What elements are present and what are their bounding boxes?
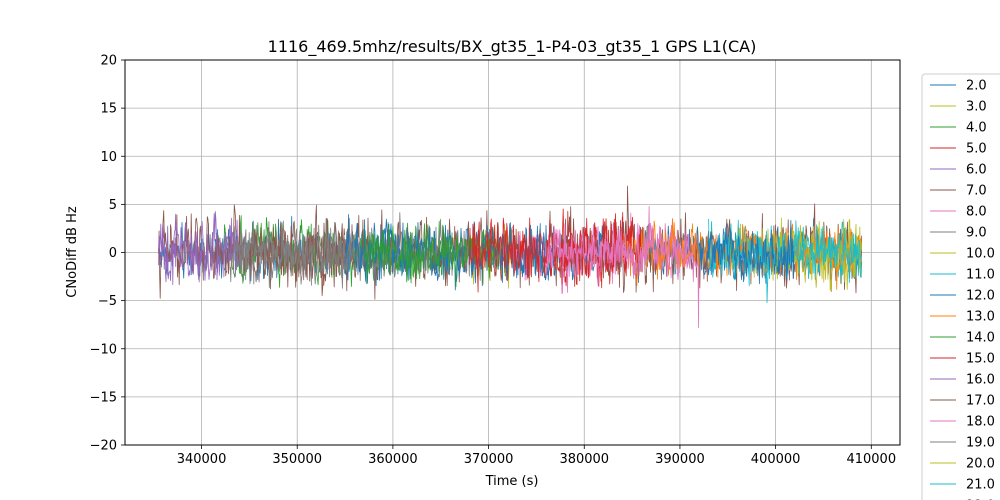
legend-label: 8.0 <box>966 205 987 220</box>
x-axis-ticks: 340000 350000 360000 370000 380000 390000 4000… <box>177 445 896 467</box>
legend-label: 7.0 <box>966 184 987 199</box>
legend-label: 6.0 <box>966 163 987 178</box>
series-line-18-0 <box>545 223 690 287</box>
series-line-16-0 <box>158 211 240 285</box>
legend-box <box>921 73 1000 500</box>
legend-label: 18.0 <box>966 415 995 430</box>
legend-label: 20.0 <box>966 457 995 472</box>
legend-label: 22.0 <box>966 499 995 500</box>
y-tick-label: 5 <box>109 198 117 213</box>
legend-label: 11.0 <box>966 268 995 283</box>
x-tick-label: 350000 <box>272 452 322 467</box>
legend-label: 13.0 <box>966 310 995 325</box>
chart-title: 1116_469.5mhz/results/BX_gt35_1-P4-03_gt… <box>268 37 757 57</box>
legend-label: 21.0 <box>966 478 995 493</box>
legend-label: 17.0 <box>966 394 995 409</box>
series-lines <box>158 185 863 328</box>
y-axis-ticks: −20 −15 −10 −5 0 5 10 15 20 <box>90 54 125 454</box>
series-line-15-0 <box>469 212 643 293</box>
x-tick-label: 340000 <box>177 452 227 467</box>
legend-label: 16.0 <box>966 373 995 388</box>
legend-label: 3.0 <box>966 100 987 115</box>
series-line-22-0 <box>698 220 795 285</box>
y-tick-label: 15 <box>100 102 117 117</box>
x-tick-label: 400000 <box>751 452 801 467</box>
legend-label: 15.0 <box>966 352 995 367</box>
y-tick-label: −20 <box>90 439 117 454</box>
legend-label: 2.0 <box>966 79 987 94</box>
series-line-4-0 <box>215 215 451 288</box>
legend-label: 9.0 <box>966 226 987 241</box>
x-tick-label: 390000 <box>655 452 705 467</box>
legend-label: 5.0 <box>966 142 987 157</box>
y-tick-label: −5 <box>98 294 117 309</box>
y-axis-label: CNoDiff dB Hz <box>65 206 80 298</box>
y-tick-label: 10 <box>100 150 117 165</box>
y-tick-label: 0 <box>109 246 117 261</box>
x-tick-label: 360000 <box>368 452 418 467</box>
legend-label: 4.0 <box>966 121 987 136</box>
legend-label: 19.0 <box>966 436 995 451</box>
legend-label: 14.0 <box>966 331 995 346</box>
legend-label: 12.0 <box>966 289 995 304</box>
y-tick-label: −10 <box>90 342 117 357</box>
x-tick-label: 380000 <box>559 452 609 467</box>
series-line-19-0 <box>229 218 355 288</box>
x-tick-label: 370000 <box>464 452 514 467</box>
x-tick-label: 410000 <box>846 452 896 467</box>
legend-label: 10.0 <box>966 247 995 262</box>
legend: 2.0 3.0 4.0 5.0 6.0 7.0 8.0 9.0 10.0 11.0 12.0 13.0… <box>921 73 1000 500</box>
y-tick-label: −15 <box>90 390 117 405</box>
series-line-6-0 <box>158 213 255 281</box>
y-tick-label: 20 <box>100 54 117 69</box>
x-axis-label: Time (s) <box>485 474 539 489</box>
